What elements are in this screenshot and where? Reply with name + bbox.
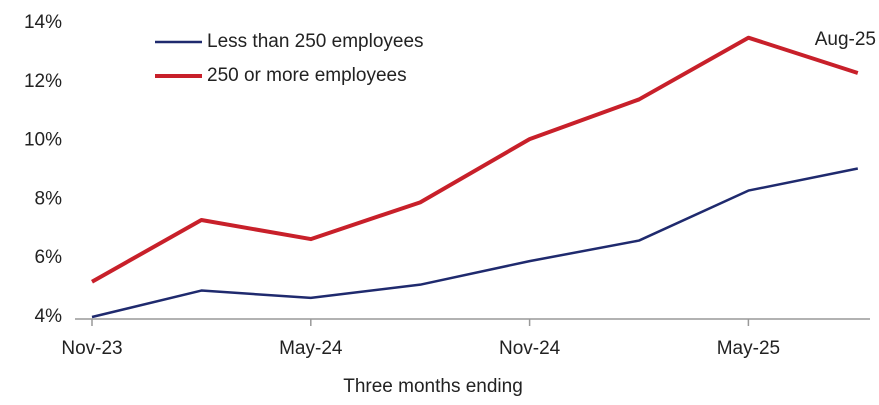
x-tick-label: Nov-23	[61, 338, 122, 359]
series-line	[91, 35, 859, 284]
y-tick-label: 8%	[35, 188, 63, 209]
legend-label: 250 or more employees	[207, 65, 407, 86]
y-tick-label: 4%	[35, 306, 63, 327]
x-tick-label: May-25	[717, 338, 780, 359]
annotation: Aug-25	[815, 29, 876, 50]
x-axis-label: Three months ending	[343, 376, 523, 397]
y-tick-label: 14%	[24, 12, 62, 33]
series-line	[91, 167, 859, 319]
legend-label: Less than 250 employees	[207, 31, 424, 52]
y-tick-label: 6%	[35, 247, 63, 268]
x-tick-label: May-24	[279, 338, 343, 359]
x-tick-label: Nov-24	[499, 338, 561, 359]
y-tick-label: 10%	[24, 130, 62, 151]
y-tick-label: 12%	[24, 71, 62, 92]
